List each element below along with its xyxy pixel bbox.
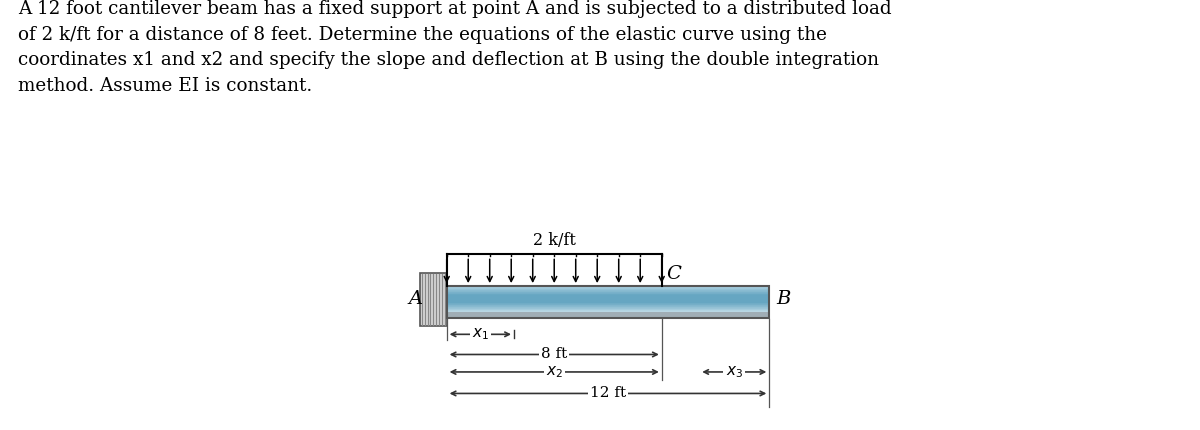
Bar [446,297,769,298]
Bar [446,293,769,294]
Text: $x_2$: $x_2$ [546,364,563,380]
Bar [446,295,769,296]
Bar [446,300,769,301]
Bar [446,302,769,303]
Bar [446,307,769,308]
Bar [446,291,769,292]
Bar [446,306,769,307]
Bar [446,290,769,291]
Text: 8 ft: 8 ft [541,347,568,362]
Text: C: C [666,265,682,283]
Bar [446,295,769,296]
Bar [446,308,769,309]
Bar [446,311,769,312]
Bar [446,286,769,287]
Text: A: A [409,290,422,308]
Bar [446,298,769,299]
Bar [446,310,769,311]
Bar [446,301,769,302]
Text: 12 ft: 12 ft [590,387,626,400]
Text: A 12 foot cantilever beam has a fixed support at point A and is subjected to a d: A 12 foot cantilever beam has a fixed su… [18,0,892,95]
Bar [446,299,769,300]
Bar [446,292,769,293]
Bar [420,273,446,326]
Bar [446,309,769,310]
Bar [446,303,769,304]
Bar [446,287,769,288]
Bar [446,312,769,318]
Text: B: B [776,290,791,308]
Text: $x_1$: $x_1$ [472,326,488,342]
Bar [446,308,769,309]
Bar [446,305,769,306]
Text: 2 k/ft: 2 k/ft [533,232,576,249]
Bar [446,290,769,291]
Bar [446,303,769,304]
Bar [446,289,769,290]
Text: $x_3$: $x_3$ [726,364,743,380]
Bar [446,288,769,289]
Bar [446,286,769,318]
Bar [446,296,769,297]
Bar [446,294,769,295]
Ellipse shape [420,275,444,323]
Bar [446,304,769,305]
